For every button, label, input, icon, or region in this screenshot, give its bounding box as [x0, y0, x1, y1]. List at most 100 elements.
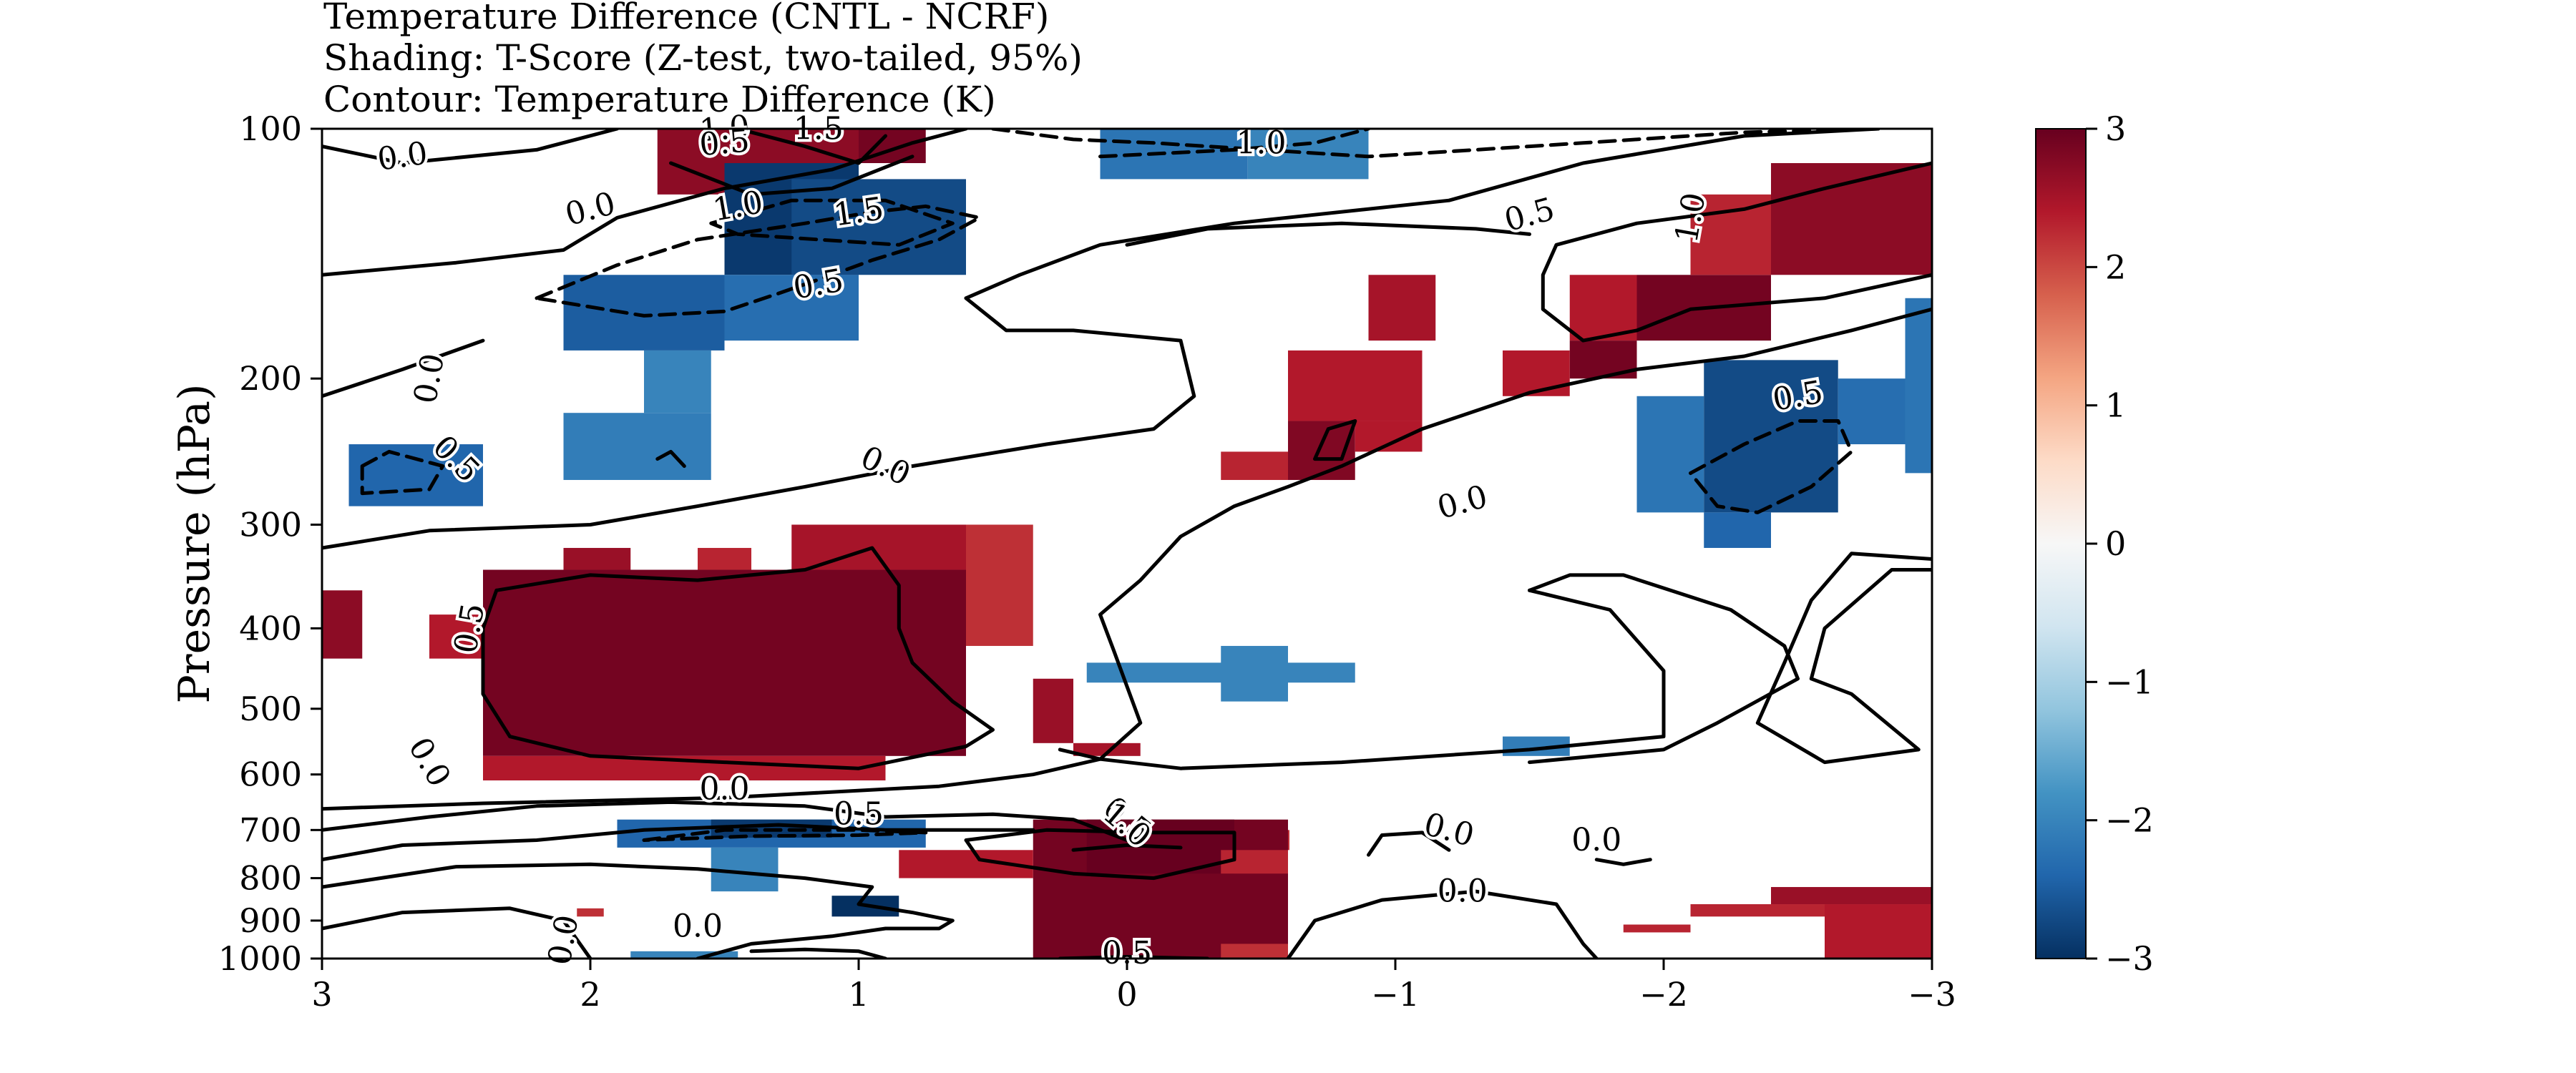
y-tick-label-6: 700 — [239, 810, 302, 849]
tscore-cell-33 — [966, 524, 1033, 646]
contour-label-23: 0.0 — [1571, 822, 1621, 858]
tscore-shading — [322, 129, 1932, 959]
tscore-cell-22 — [1636, 396, 1704, 513]
contour-line-0 — [322, 129, 619, 165]
tscore-cell-35 — [1073, 743, 1141, 756]
contour-line-2 — [669, 155, 914, 197]
colorbar-tick-label-1: 2 — [2105, 248, 2126, 286]
contour-line-17 — [655, 449, 686, 469]
y-tick-label-3: 400 — [239, 609, 302, 647]
contour-line-29 — [1286, 889, 1599, 959]
colorbar-tick-label-4: −1 — [2105, 662, 2154, 701]
tscore-cell-17 — [1288, 350, 1423, 421]
tscore-cell-31 — [322, 590, 363, 659]
y-tick-label-8: 900 — [239, 901, 302, 940]
tscore-cell-38 — [1221, 645, 1288, 702]
contour-line-6 — [1098, 129, 1370, 159]
contour-label-24: 0.0 — [1438, 873, 1488, 910]
contour-line-30 — [322, 906, 592, 959]
contour-label-5: 1.0 — [710, 184, 766, 228]
tscore-cell-24 — [1838, 378, 1906, 445]
tscore-cell-34 — [1033, 678, 1073, 743]
contour-line-32 — [749, 947, 887, 959]
title-line-2: Shading: T-Score (Z-test, two-tailed, 95… — [323, 37, 1083, 79]
x-tick-label-1: 2 — [580, 975, 600, 1014]
contour-line-31 — [322, 862, 955, 959]
colorbar-tick-label-0: 3 — [2105, 109, 2126, 148]
y-tick-label-4: 500 — [239, 690, 302, 728]
colorbar-tick-label-5: −2 — [2105, 801, 2154, 840]
contour-line-25 — [964, 828, 1236, 881]
y-tick-label-9: 1000 — [218, 939, 302, 978]
tscore-cell-50 — [577, 908, 604, 917]
tscore-cell-27 — [483, 569, 966, 756]
tscore-cell-7 — [724, 275, 859, 341]
y-tick-label-0: 100 — [239, 109, 302, 148]
contour-line-10 — [1541, 161, 1932, 343]
tscore-cell-46 — [1288, 830, 1289, 851]
tscore-cell-20 — [1221, 451, 1288, 480]
contour-line-12 — [322, 338, 485, 398]
y-tick-label-1: 200 — [239, 359, 302, 398]
contour-line-15 — [1689, 419, 1853, 514]
contour-line-1 — [736, 129, 887, 165]
contour-label-19: 0.5 — [834, 796, 884, 833]
contour-line-23 — [322, 823, 1035, 862]
title-line-1: Temperature Difference (CNTL - NCRF) — [323, 0, 1049, 37]
tscore-cell-23 — [1704, 360, 1838, 513]
contour-line-22 — [322, 800, 1129, 842]
contour-line-26 — [1071, 843, 1183, 852]
tscore-cell-49 — [1221, 944, 1288, 959]
tscore-cell-14 — [644, 350, 711, 413]
tscore-cell-32 — [429, 614, 483, 659]
contour-line-27 — [1367, 831, 1451, 857]
tscore-cell-28 — [791, 524, 966, 570]
contour-line-20 — [1528, 573, 1800, 765]
tscore-cell-9 — [1569, 275, 1637, 341]
tscore-cell-54 — [1771, 887, 1932, 905]
x-tick-label-4: −1 — [1371, 975, 1420, 1014]
contour-line-7 — [991, 129, 1880, 159]
contour-label-25: 0.0 — [673, 908, 723, 945]
colorbar: 3 2 1 0 −1 −2 −3 — [2035, 109, 2154, 978]
title-line-3: Contour: Temperature Difference (K) — [323, 79, 996, 120]
colorbar-tick-label-3: 0 — [2105, 524, 2126, 563]
x-tick-label-3: 0 — [1116, 975, 1137, 1014]
temperature-contours — [322, 129, 1932, 959]
tscore-cell-30 — [698, 547, 751, 570]
y-tick-label-2: 300 — [239, 505, 302, 544]
tscore-cell-53 — [1690, 904, 1825, 917]
tscore-cell-51 — [630, 951, 738, 959]
contour-line-8 — [964, 129, 1880, 300]
contour-line-13 — [322, 307, 1932, 811]
contour-label-6: 1.5 — [831, 190, 886, 233]
colorbar-tick-label-6: −3 — [2105, 939, 2154, 978]
contour-line-28 — [1594, 858, 1652, 866]
tscore-cell-26 — [1704, 512, 1771, 548]
contour-labels: 0.00.01.00.5 1.51.0 1.50.51.00.5 1.00.00.5 0… — [372, 106, 1828, 974]
colorbar-gradient — [2035, 128, 2087, 959]
tscore-cell-8 — [1368, 275, 1436, 341]
chart-title: Temperature Difference (CNTL - NCRF) Sha… — [323, 0, 1083, 120]
contour-line-4 — [535, 204, 982, 318]
tscore-cell-15 — [563, 413, 711, 480]
contour-line-21 — [1755, 552, 1932, 765]
contour-label-8: 1.0 — [1236, 124, 1287, 161]
contour-label-27: 0.5 — [1102, 935, 1152, 971]
contour-line-9 — [322, 296, 1196, 550]
y-tick-label-5: 600 — [239, 755, 302, 794]
contour-label-18: 0.0 — [700, 771, 750, 808]
colorbar-tick-label-2: 1 — [2105, 386, 2126, 425]
x-axis: 3 2 1 0 −1 −2 −3 — [311, 959, 1956, 1014]
tscore-cell-16 — [348, 444, 483, 506]
contour-label-7: 0.5 — [791, 262, 847, 306]
colorbar-ticks: 3 2 1 0 −1 −2 −3 — [2086, 109, 2154, 978]
tscore-cell-12 — [1771, 163, 1932, 275]
contour-line-18 — [481, 546, 995, 770]
tscore-cell-19 — [1355, 421, 1423, 452]
x-tick-label-6: −3 — [1908, 975, 1956, 1014]
x-tick-label-5: −2 — [1639, 975, 1688, 1014]
y-axis-label: Pressure (hPa) — [170, 384, 220, 704]
